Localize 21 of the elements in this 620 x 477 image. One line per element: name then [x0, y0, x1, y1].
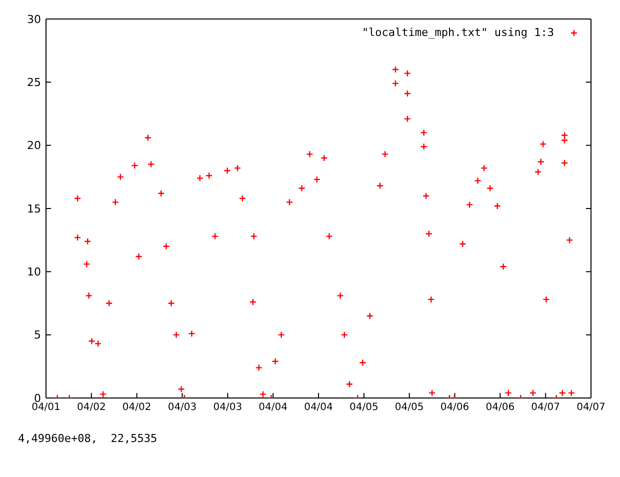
- x-tick-label: 04/02: [77, 402, 106, 414]
- x-tick-label: 04/04: [258, 402, 288, 414]
- x-tick-label: 04/06: [486, 402, 515, 414]
- y-tick-label: 5: [34, 328, 41, 342]
- x-tick-label: 04/01: [32, 402, 60, 414]
- x-tick-label: 04/07: [576, 402, 606, 414]
- x-tick-label: 04/03: [168, 402, 197, 414]
- y-tick-label: 10: [27, 266, 41, 279]
- y-tick-label: 15: [27, 202, 41, 216]
- y-tick-label: 20: [27, 139, 41, 152]
- x-tick-label: 04/03: [213, 402, 242, 414]
- text: 4,49960e+08, 22,5535: [17, 431, 158, 447]
- x-tick-label: 04/06: [440, 402, 470, 414]
- x-tick-label: 04/02: [122, 402, 152, 414]
- legend-label: "localtime_mph.txt" using 1:3: [362, 26, 554, 39]
- x-tick-label: 04/05: [394, 402, 424, 414]
- x-tick-label: 04/07: [531, 402, 560, 414]
- y-tick-label: 30: [27, 12, 41, 26]
- y-tick-label: 25: [27, 76, 41, 90]
- x-tick-label: 04/04: [304, 402, 333, 414]
- x-tick-label: 04/05: [350, 402, 378, 414]
